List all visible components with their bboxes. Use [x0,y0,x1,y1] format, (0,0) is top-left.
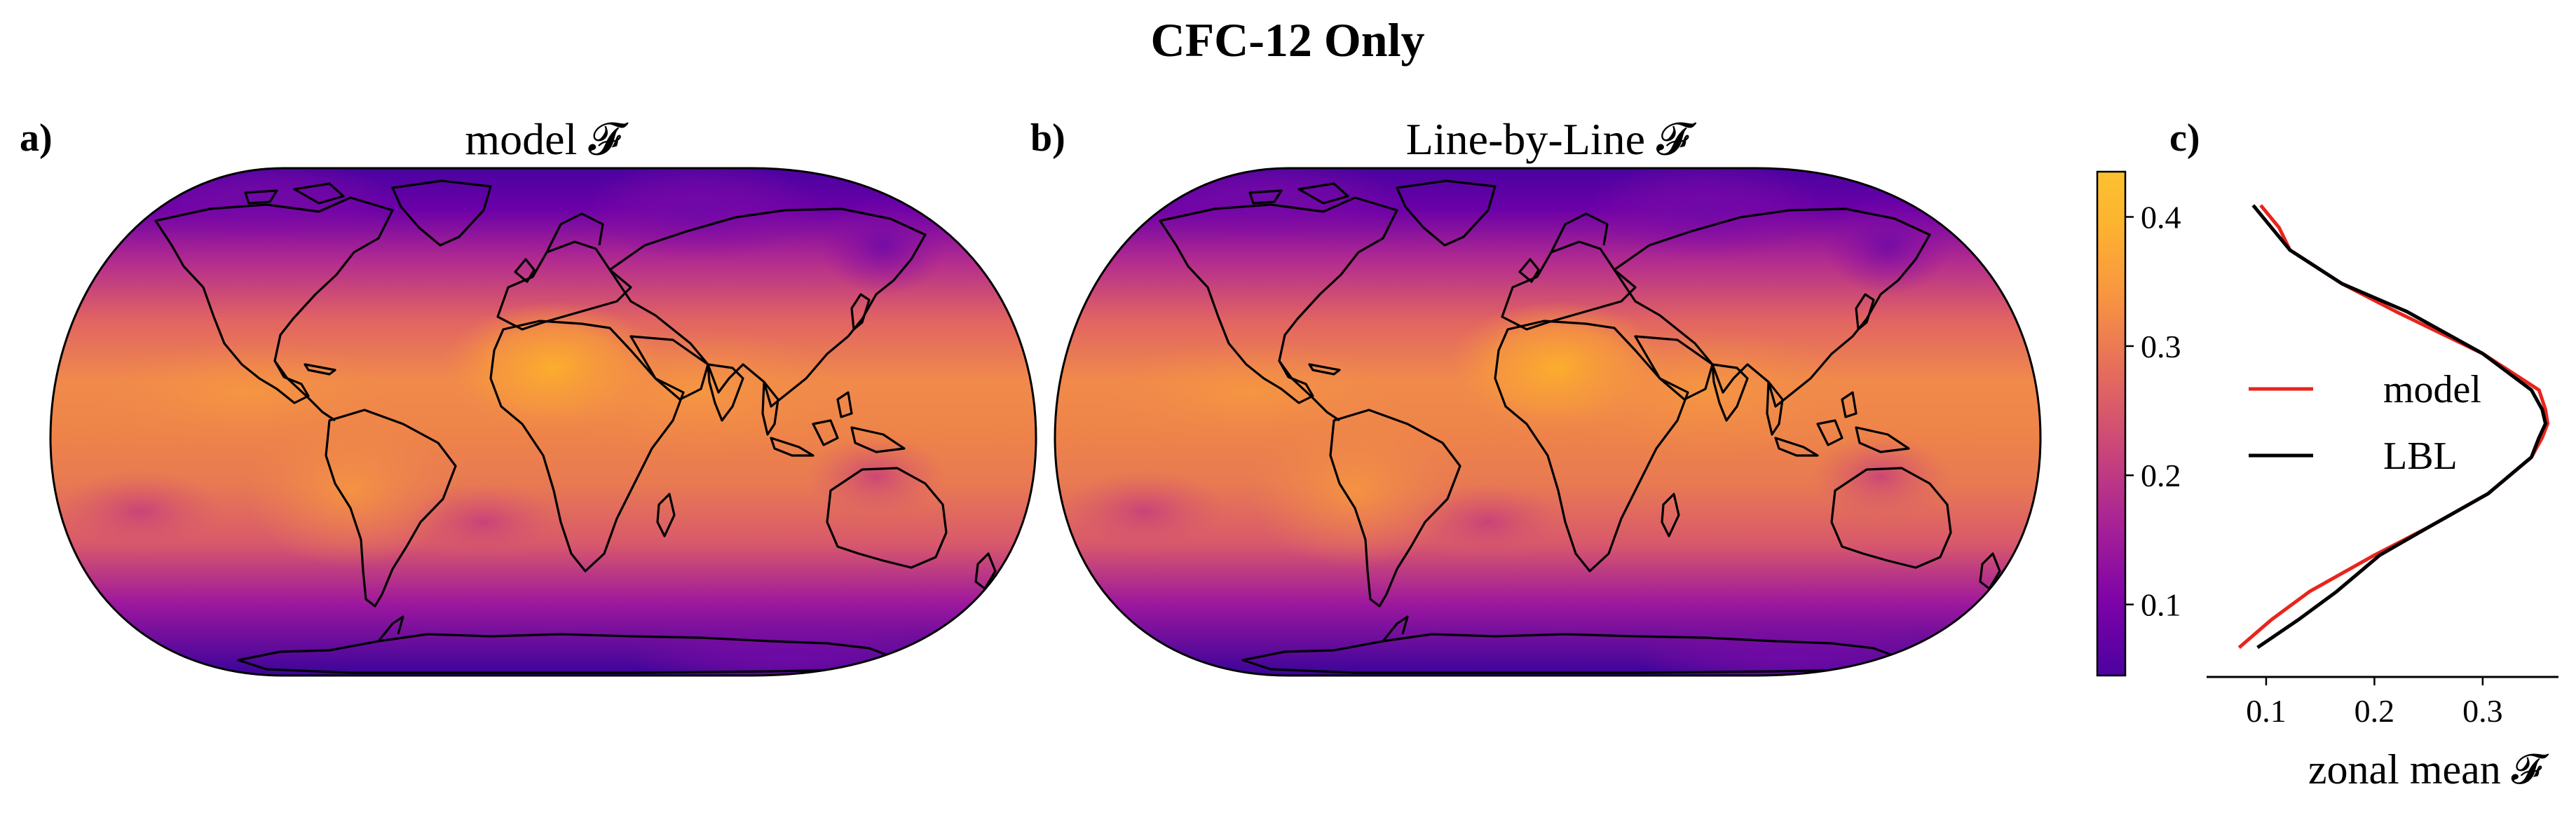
colorbar-ticks: 0.1 0.2 0.3 0.4 [2125,200,2181,623]
colorbar: 0.1 0.2 0.3 0.4 [2096,170,2181,677]
x-axis-label: zonal mean 𝓕 [2308,746,2549,793]
colorbar-tick-label: 0.2 [2141,458,2181,493]
zonal-mean-series [2237,204,2550,650]
colorbar-gradient [2096,170,2127,677]
legend-label-model: model [2383,368,2481,411]
panel-c: c) 0.1 0.2 0.3 model LBL zonal mean 𝓕 [2169,116,2558,793]
series-line-model [2237,204,2550,649]
panel-b-map [1055,168,2040,676]
colorbar-tick-label: 0.1 [2141,587,2181,623]
legend: model LBL [2249,368,2481,478]
x-tick-label: 0.3 [2462,693,2503,729]
panel-b-title: Line-by-Line 𝓕 [1406,114,1697,164]
x-tick-label: 0.2 [2354,693,2395,729]
series-line-lbl [2251,204,2547,650]
colorbar-tick-label: 0.4 [2141,200,2181,235]
panel-a-label: a) [20,116,53,160]
legend-label-lbl: LBL [2383,434,2458,478]
x-tick-label: 0.1 [2246,693,2287,729]
panel-c-label: c) [2169,116,2200,160]
panel-b: b) Line-by-Line 𝓕 [1030,114,2042,677]
x-axis-ticks: 0.1 0.2 0.3 [2246,677,2503,729]
panel-a-title: model 𝓕 [465,114,629,164]
panel-b-label: b) [1030,116,1065,160]
panel-a: a) model 𝓕 [20,114,1037,677]
colorbar-tick-label: 0.3 [2141,329,2181,364]
figure-suptitle: CFC-12 Only [1151,13,1425,67]
